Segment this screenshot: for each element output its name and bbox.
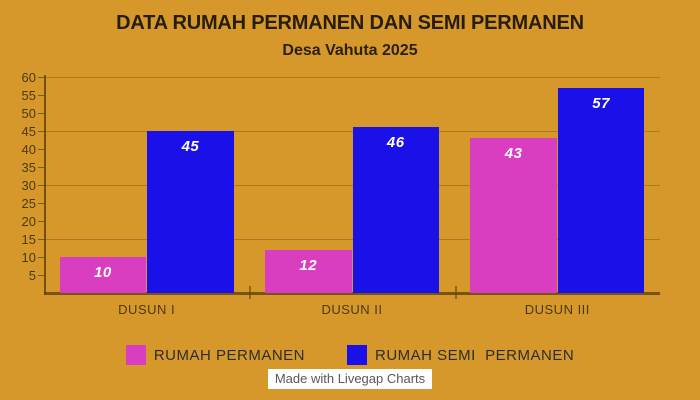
y-axis-tick-mark [38, 185, 44, 186]
legend-item-2: RUMAH SEMI PERMANEN [347, 345, 574, 365]
gridline-60 [44, 77, 660, 78]
y-axis-tick-mark [38, 113, 44, 114]
bar-rumah-semi-permanen-2: 46 [352, 127, 439, 293]
gridline-15 [44, 239, 660, 240]
chart-subtitle: Desa Vahuta 2025 [282, 42, 418, 59]
legend-item-1: RUMAH PERMANEN [125, 345, 305, 365]
category-boundary-tick [249, 286, 252, 299]
y-axis-tick-label: 60 [21, 70, 36, 85]
gridline-45 [44, 131, 660, 132]
y-axis-tick-mark [38, 257, 44, 258]
bar-rumah-semi-permanen-3: 57 [557, 87, 645, 293]
bar-value-label: 10 [94, 264, 112, 281]
y-axis-tick-mark [38, 77, 44, 78]
bar-rumah-permanen-2: 12 [265, 249, 352, 293]
legend-label: RUMAH PERMANEN [153, 346, 305, 364]
y-axis-tick-mark [38, 221, 44, 222]
y-axis-tick-label: 20 [21, 214, 36, 229]
y-axis-tick-label: 35 [21, 160, 36, 175]
y-axis-tick-label: 45 [21, 124, 36, 139]
y-axis-tick-label: 5 [28, 268, 36, 283]
y-axis-tick-mark [38, 275, 44, 276]
y-axis-tick-label: 40 [21, 142, 36, 157]
chart-legend: RUMAH PERMANEN RUMAH SEMI PERMANEN [0, 343, 700, 367]
x-axis-category-label: DUSUN I [118, 302, 176, 317]
category-boundary-tick [454, 286, 457, 299]
chart-title: DATA RUMAH PERMANEN DAN SEMI PERMANEN [116, 12, 584, 34]
y-axis-line [44, 75, 46, 295]
bar-rumah-semi-permanen-1: 45 [147, 131, 234, 293]
gridline-30 [44, 185, 660, 186]
x-axis-category-label: DUSUN III [524, 302, 590, 317]
bar-value-label: 57 [592, 94, 610, 112]
y-axis-tick-label: 55 [21, 88, 36, 103]
y-axis-tick-mark [38, 149, 44, 150]
x-axis-line [44, 292, 660, 295]
y-axis-tick-mark [38, 131, 44, 132]
legend-swatch-icon [347, 345, 367, 365]
y-axis-tick-mark [38, 203, 44, 204]
y-axis-tick-label: 25 [21, 196, 36, 211]
y-axis-tick-mark [38, 239, 44, 240]
bar-value-label: 46 [386, 134, 405, 152]
y-axis-tick-mark [38, 95, 44, 96]
livegap-watermark-link[interactable]: Made with Livegap Charts [267, 369, 433, 389]
x-axis-category-label: DUSUN II [321, 302, 383, 317]
watermark-row: Made with Livegap Charts [0, 369, 700, 389]
legend-swatch-icon [125, 345, 146, 365]
y-axis-tick-label: 15 [21, 232, 36, 247]
bar-value-label: 12 [299, 256, 318, 274]
bar-rumah-permanen-3: 43 [470, 138, 557, 293]
y-axis-tick-label: 50 [21, 106, 36, 121]
bar-value-label: 45 [181, 138, 200, 155]
bar-value-label: 43 [504, 145, 523, 163]
bar-rumah-permanen-1: 10 [59, 257, 147, 293]
y-axis-tick-label: 10 [21, 250, 36, 265]
legend-label: RUMAH SEMI PERMANEN [375, 346, 575, 364]
y-axis-tick-mark [38, 167, 44, 168]
y-axis-tick-label: 30 [21, 178, 36, 193]
